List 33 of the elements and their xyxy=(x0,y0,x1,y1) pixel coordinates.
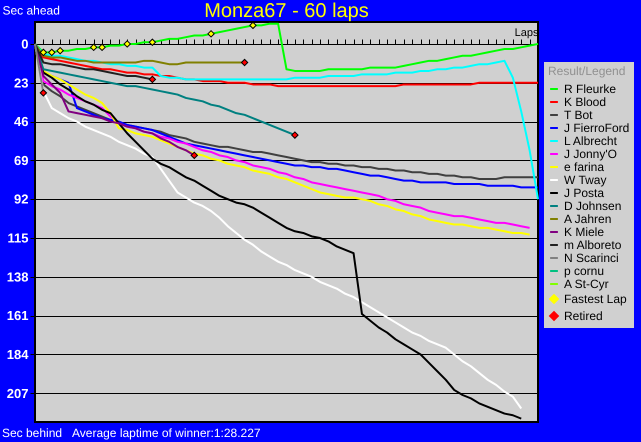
y-axis-title: Sec ahead xyxy=(2,4,60,18)
y-tick-label: 23 xyxy=(14,75,28,90)
legend-label: p cornu xyxy=(564,264,604,278)
y-tick-label: 92 xyxy=(14,192,28,207)
y-tick-label: 138 xyxy=(6,269,28,284)
legend-label: W Tway xyxy=(564,173,606,187)
legend-label: K Miele xyxy=(564,225,604,239)
legend-label: J FierroFord xyxy=(564,121,630,135)
text: Sec behind xyxy=(2,426,62,440)
text: Average laptime of winner:1:28.227 xyxy=(72,426,261,440)
y-tick-label: 46 xyxy=(14,114,28,130)
y-tick-label: 161 xyxy=(6,308,28,324)
legend-label: A Jahren xyxy=(564,212,612,226)
legend-label: e farina xyxy=(564,160,604,174)
chart-title: Monza67 - 60 laps xyxy=(204,0,369,22)
y-tick-label: 184 xyxy=(6,346,30,362)
y-tick-label: 69 xyxy=(14,152,28,168)
legend-label: m Alboreto xyxy=(564,238,622,252)
legend-label: J Jonny'O xyxy=(564,147,617,161)
legend-label: Retired xyxy=(564,309,603,323)
legend-label: K Blood xyxy=(564,95,606,109)
legend-label: T Bot xyxy=(564,108,594,122)
legend-label: D Johnsen xyxy=(564,199,622,213)
y-tick-label: 115 xyxy=(8,230,28,246)
legend-label: N Scarinci xyxy=(564,251,619,265)
legend-label: R Fleurke xyxy=(564,82,616,96)
legend-label: A St-Cyr xyxy=(564,277,609,291)
legend-label: J Posta xyxy=(564,186,604,200)
legend-title: Result/Legend xyxy=(548,64,626,78)
legend-label: L Albrecht xyxy=(564,134,618,148)
legend-label: Fastest Lap xyxy=(564,292,628,306)
y-tick-label: 0 xyxy=(21,36,28,52)
y-tick-label: 207 xyxy=(6,386,28,401)
